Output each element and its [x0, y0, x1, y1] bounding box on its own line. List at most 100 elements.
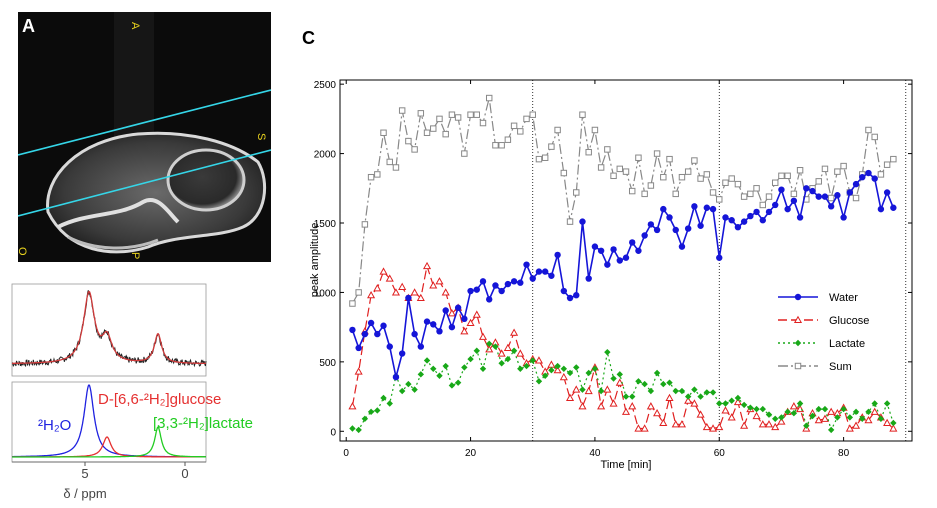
y-tick-label: 2500 [314, 80, 337, 91]
glucose-point [553, 365, 562, 374]
lactate-point [386, 400, 393, 407]
lactate-point [753, 405, 760, 413]
sum-point [703, 171, 711, 178]
lactate-point [653, 369, 661, 377]
sum-point [523, 115, 530, 123]
lactate-point [803, 422, 810, 429]
glucose-point [671, 420, 680, 428]
y-tick-label: 1500 [314, 219, 337, 230]
sum-point [865, 126, 872, 134]
glucose-point [603, 385, 612, 393]
sum-point [610, 172, 617, 180]
sum-point [541, 154, 549, 161]
sum-point [604, 146, 611, 153]
glucose-point [777, 417, 786, 425]
glucose-point [684, 396, 693, 404]
glucose-point [348, 402, 357, 410]
glucose-point [503, 343, 512, 352]
lactate-line [352, 342, 894, 432]
water-point [740, 218, 748, 225]
lactate-point [604, 348, 611, 356]
jaw-contour [67, 235, 159, 250]
water-point [728, 217, 735, 224]
glucose-point [634, 424, 643, 432]
lactate-point [765, 411, 773, 418]
water-point [697, 222, 704, 229]
water-point [877, 205, 885, 213]
lactate-point [355, 426, 362, 434]
fitted-spectrum [12, 290, 206, 365]
series-group [348, 94, 898, 434]
glucose-point [665, 393, 674, 402]
water-point [635, 247, 642, 254]
glucose-point [597, 402, 606, 410]
lactate-point [566, 369, 574, 377]
water-point [597, 247, 605, 254]
sum-point [355, 289, 362, 296]
glucose-point [367, 290, 376, 299]
sum-point [660, 173, 667, 181]
sum-point [753, 185, 760, 192]
glucose-point [398, 282, 407, 290]
lactate-point [691, 386, 698, 393]
sum-point [560, 169, 568, 177]
sum-point [417, 110, 425, 117]
water-point [479, 278, 487, 285]
glucose-point [466, 318, 475, 327]
water-point [759, 217, 766, 224]
lactate-peak [12, 426, 206, 458]
sum-point [517, 128, 524, 135]
water-point [473, 286, 480, 293]
lactate-point [579, 386, 586, 393]
water-point [610, 246, 617, 253]
water-point [666, 214, 673, 221]
sum-point [548, 143, 555, 150]
lactate-point [448, 382, 456, 389]
water-point [809, 187, 816, 195]
lactate-point [703, 389, 711, 396]
water-point [709, 205, 717, 213]
glucose-point [715, 422, 724, 431]
water-point [448, 323, 456, 331]
water-point [380, 322, 387, 329]
lactate-point [821, 405, 829, 413]
sum-point [672, 190, 679, 198]
glucose-point [516, 349, 525, 357]
glucose-point [758, 420, 767, 428]
lactate-point [591, 365, 599, 372]
lactate-point [709, 389, 717, 396]
glucose-point [733, 397, 742, 406]
glucose-point [646, 402, 655, 410]
y-tick-label: 500 [319, 358, 336, 369]
glucose-point [584, 386, 593, 395]
glucose-point [889, 424, 898, 432]
mri-image: A S P O [18, 12, 271, 262]
glucose-point [429, 281, 438, 289]
sum-point [716, 196, 723, 203]
lactate-point [585, 369, 592, 377]
glucose-point [851, 421, 861, 429]
lactate-point [454, 379, 462, 386]
lactate-point [498, 360, 505, 367]
glucose-point [690, 399, 699, 407]
sum-point [479, 119, 487, 127]
water-point [374, 330, 381, 338]
glucose-point [410, 288, 419, 296]
series-sum [349, 94, 897, 307]
x-tick-label: 20 [465, 448, 477, 459]
legend-marker-glucose [793, 315, 803, 324]
sum-point [834, 168, 841, 175]
sum-point [405, 137, 412, 145]
sum-point [591, 126, 599, 134]
water-point [660, 205, 667, 213]
water-point [492, 282, 499, 289]
water-point [423, 318, 431, 325]
glucose-point [771, 422, 780, 431]
water-point [827, 203, 835, 210]
water-point [355, 344, 362, 352]
glucose-line [351, 263, 894, 431]
lactate-point [865, 408, 872, 416]
lactate-point [529, 357, 536, 364]
sum-point [349, 300, 356, 307]
legend-marker-lactate [794, 339, 802, 347]
